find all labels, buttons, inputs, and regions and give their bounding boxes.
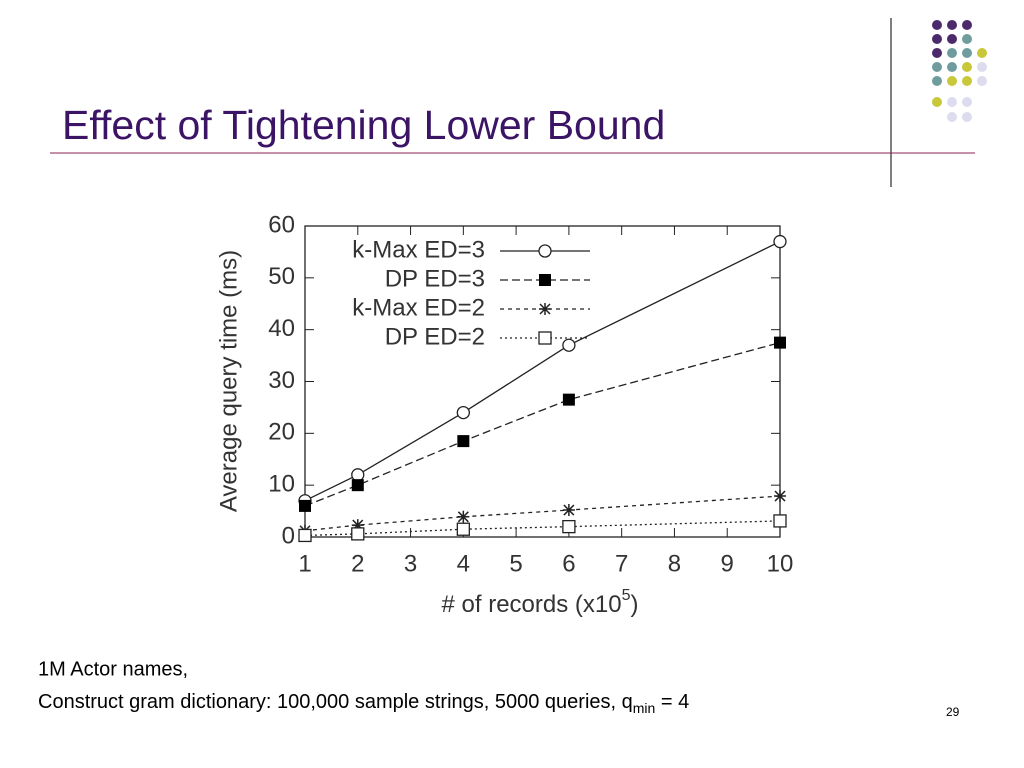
y-tick-label: 20 — [268, 419, 295, 446]
note: Construct gram dictionary: 100,000 sampl… — [38, 691, 689, 715]
point — [774, 490, 786, 503]
point — [562, 393, 575, 406]
y-tick-label: 30 — [268, 367, 295, 394]
x-tick-label: 9 — [721, 550, 734, 577]
y-tick-label: 50 — [268, 263, 295, 290]
point — [457, 510, 470, 523]
point — [562, 338, 576, 352]
x-tick-label: 6 — [562, 550, 575, 577]
series-line — [304, 341, 781, 507]
x-tick-label: 1 — [298, 550, 311, 577]
x-tick-label: 2 — [351, 550, 364, 577]
point — [298, 528, 312, 543]
x-tick-label: 8 — [668, 550, 681, 577]
point — [773, 514, 787, 528]
point — [456, 522, 470, 536]
x-axis-label: # of records (x105) — [442, 587, 639, 618]
plot-frame — [304, 225, 781, 538]
dot-ornament — [932, 20, 987, 122]
point — [351, 527, 365, 541]
y-tick-label: 40 — [268, 315, 295, 342]
x-tick-label: 10 — [767, 550, 794, 577]
x-axis-label-text: # of records (x10 — [442, 591, 622, 618]
legend-marker — [538, 244, 552, 258]
x-axis-label-text: ) — [631, 591, 639, 618]
point — [299, 499, 311, 512]
series-line — [304, 495, 781, 532]
x-tick-label: 7 — [615, 550, 628, 577]
legend-marker — [538, 331, 552, 345]
point — [456, 405, 470, 420]
point — [351, 519, 364, 532]
point — [457, 435, 470, 448]
point — [351, 479, 364, 492]
legend-label: DP ED=3 — [385, 265, 485, 292]
page-number: 29 — [946, 705, 960, 719]
point — [773, 234, 787, 249]
y-tick-label: 10 — [268, 471, 295, 498]
legend-label: DP ED=2 — [385, 323, 485, 350]
x-axis-label-exponent: 5 — [622, 587, 631, 604]
legend-marker — [539, 303, 551, 315]
note-text: = 4 — [655, 691, 689, 713]
point — [774, 336, 786, 349]
x-tick-label: 3 — [404, 550, 417, 577]
series-line — [304, 520, 781, 537]
slide-title: Effect of Tightening Lower Bound — [62, 102, 665, 148]
point — [351, 468, 365, 482]
point — [562, 519, 576, 534]
note-subscript: min — [633, 700, 656, 716]
y-tick-label: 60 — [268, 211, 295, 238]
y-tick-label: 0 — [282, 522, 295, 549]
legend-marker — [539, 274, 551, 286]
chart: 0 10 20 30 40 50 60 1 2 3 4 5 6 7 8 9 10 # of records (x1… — [215, 211, 793, 618]
x-tick-label: 5 — [509, 550, 522, 577]
y-axis-label: Average query time (ms) — [215, 250, 242, 512]
note: 1M Actor names, — [38, 658, 188, 680]
point — [562, 504, 575, 517]
note-text: Construct gram dictionary: 100,000 sampl… — [38, 691, 633, 713]
x-tick-label: 4 — [457, 550, 470, 577]
legend-label: k-Max ED=2 — [352, 294, 485, 321]
legend-label: k-Max ED=3 — [352, 236, 485, 263]
